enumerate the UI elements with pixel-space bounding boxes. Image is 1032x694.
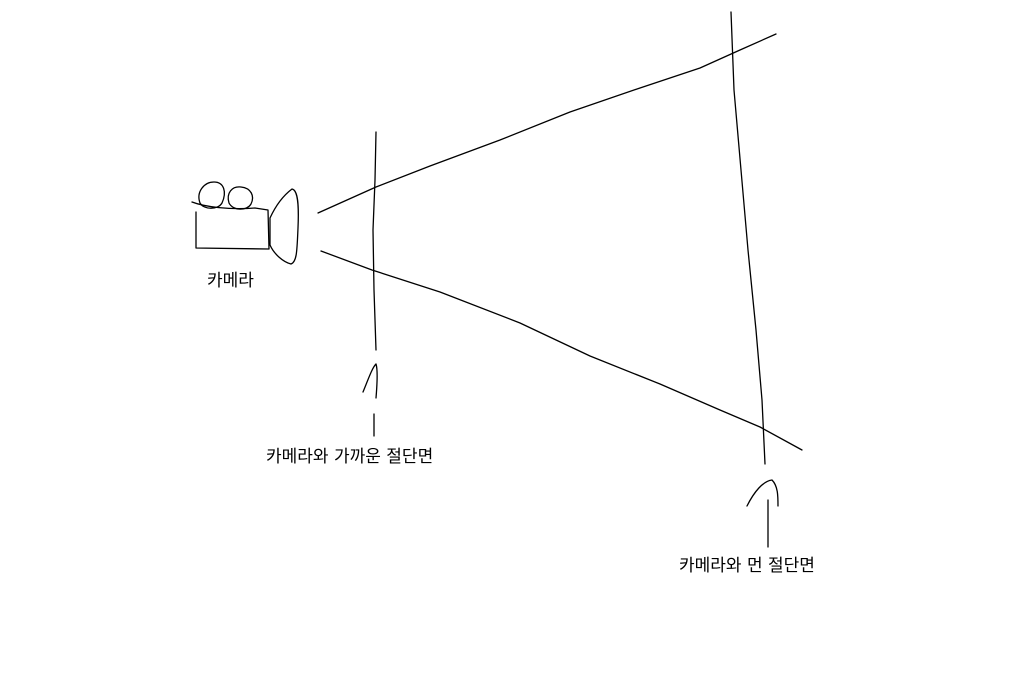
camera-body xyxy=(191,201,270,250)
far-clipping-plane xyxy=(730,11,766,465)
camera-lens xyxy=(269,188,299,265)
camera-label: 카메라 xyxy=(207,271,254,291)
frustum-bottom-edge xyxy=(320,250,803,451)
frustum-top-edge xyxy=(317,33,777,214)
camera-reel-right xyxy=(227,186,254,210)
near-plane-arrow xyxy=(362,363,378,437)
near-clipping-plane xyxy=(372,131,377,351)
camera-reel-left xyxy=(198,181,225,209)
near-plane-label: 카메라와 가까운 절단면 xyxy=(266,447,434,467)
far-plane-arrow xyxy=(746,479,779,548)
camera-icon xyxy=(191,181,299,265)
far-plane-label: 카메라와 먼 절단면 xyxy=(679,556,815,576)
